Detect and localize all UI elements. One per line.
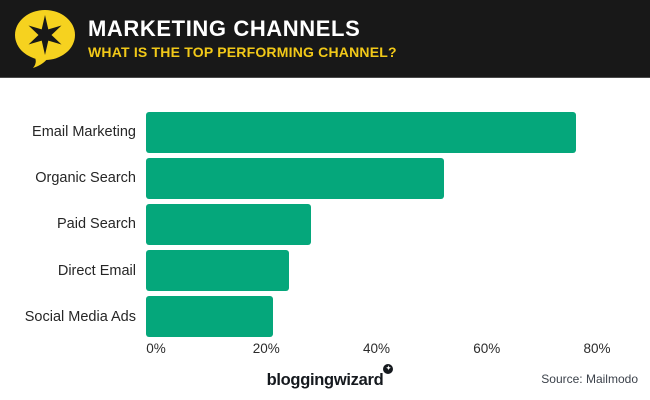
x-axis: 0% 20% 40% 60% 80% <box>146 341 610 359</box>
page-title: MARKETING CHANNELS <box>88 15 361 41</box>
x-axis-tick-label: 80% <box>583 341 611 356</box>
bar-paid-search <box>146 203 312 245</box>
category-label: Organic Search <box>35 170 136 187</box>
chart-row: Direct Email <box>0 248 650 294</box>
bar-track <box>146 250 587 292</box>
chart-row: Paid Search <box>0 201 650 247</box>
x-axis-tick-label: 20% <box>252 341 280 356</box>
wordmark-text: bloggingwizard <box>266 371 384 389</box>
bar-social-media-ads <box>146 296 273 338</box>
page-subtitle: WHAT IS THE TOP PERFORMING CHANNEL? <box>88 44 397 61</box>
source-credit: Source: Mailmodo <box>541 372 638 386</box>
bar-track <box>146 296 587 338</box>
chart-row: Organic Search <box>0 155 650 201</box>
bar-track <box>146 203 587 245</box>
header-banner: MARKETING CHANNELS WHAT IS THE TOP PERFO… <box>0 0 650 78</box>
category-label: Email Marketing <box>32 124 136 141</box>
bar-direct-email <box>146 250 290 292</box>
sparkle-icon: ✦ <box>383 364 394 374</box>
category-label: Social Media Ads <box>24 308 136 325</box>
x-axis-tick-label: 60% <box>473 341 501 356</box>
speech-bubble-star-icon <box>15 9 75 68</box>
bar-chart: Email Marketing Organic Search Paid Search… <box>0 109 650 340</box>
header-titles: MARKETING CHANNELS WHAT IS THE TOP PERFO… <box>88 17 397 60</box>
chart-row: Social Media Ads <box>0 294 650 340</box>
bar-organic-search <box>146 157 444 199</box>
category-label: Paid Search <box>57 216 136 233</box>
category-label: Direct Email <box>57 262 136 279</box>
bloggingwizard-wordmark: bloggingwizard ✦ <box>266 364 394 390</box>
bar-email-marketing <box>146 111 576 153</box>
chart-row: Email Marketing <box>0 109 650 155</box>
bar-track <box>146 111 587 153</box>
blogging-wizard-logo <box>12 8 80 70</box>
x-axis-tick-label: 0% <box>146 341 166 356</box>
footer: bloggingwizard ✦ <box>0 364 650 390</box>
bar-track <box>146 157 587 199</box>
x-axis-tick-label: 40% <box>362 341 391 356</box>
